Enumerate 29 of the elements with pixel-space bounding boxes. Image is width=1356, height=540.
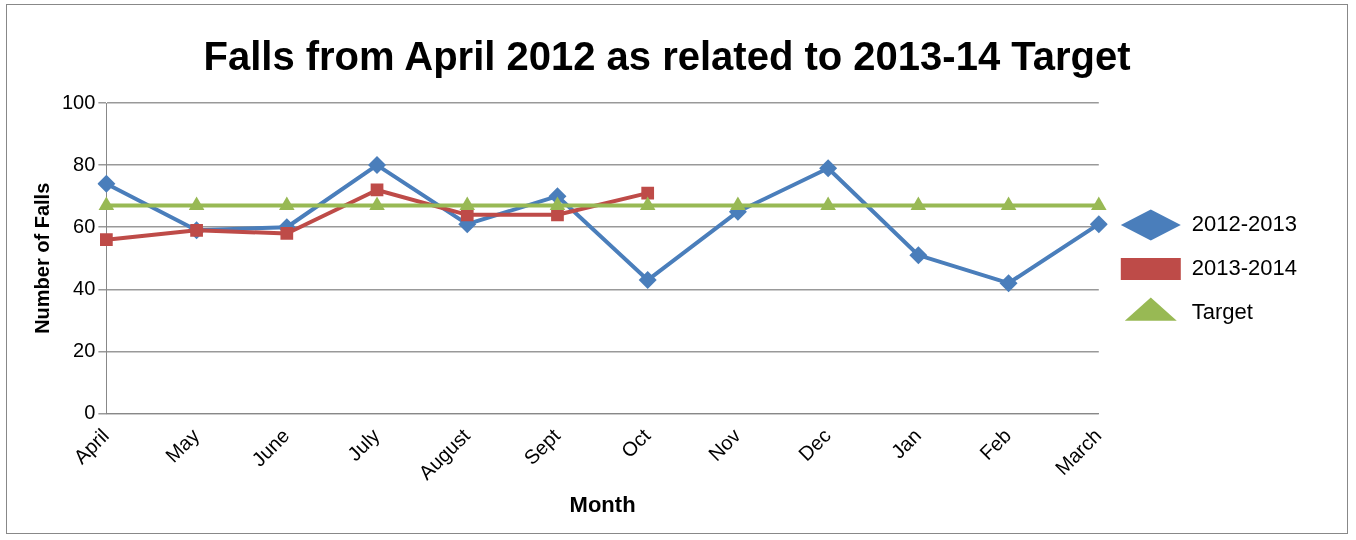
legend-label: Target bbox=[1191, 299, 1253, 325]
point bbox=[999, 274, 1018, 293]
y-tick-label: 20 bbox=[73, 339, 96, 361]
x-tick-label: July bbox=[343, 424, 384, 465]
point bbox=[641, 186, 655, 200]
y-tick-label: 40 bbox=[73, 276, 96, 299]
x-tick-label: May bbox=[161, 424, 204, 467]
y-tick-label: 60 bbox=[73, 214, 96, 237]
x-tick-label: Jan bbox=[886, 424, 926, 463]
x-tick-label: Feb bbox=[975, 424, 1016, 465]
x-tick-label: Dec bbox=[794, 424, 835, 465]
legend-label: 2013-2014 bbox=[1191, 255, 1298, 281]
x-tick-label: Oct bbox=[616, 423, 655, 462]
x-tick-label: Nov bbox=[703, 424, 745, 465]
point bbox=[100, 233, 113, 247]
point bbox=[638, 271, 657, 290]
y-tick-label: 0 bbox=[84, 401, 96, 424]
point bbox=[909, 246, 928, 265]
y-tick-label: 80 bbox=[73, 152, 96, 175]
point bbox=[280, 227, 294, 240]
chart-title: Falls from April 2012 as related to 2013-14 Target bbox=[203, 34, 1131, 79]
legend-label: 2012-2013 bbox=[1191, 211, 1298, 237]
y-axis-title: Number of Falls bbox=[30, 182, 53, 334]
point bbox=[368, 156, 387, 175]
y-tick-label: 100 bbox=[61, 90, 96, 113]
point bbox=[1089, 215, 1108, 234]
point bbox=[97, 174, 116, 193]
x-axis-title: Month bbox=[569, 491, 636, 517]
point bbox=[819, 159, 838, 178]
